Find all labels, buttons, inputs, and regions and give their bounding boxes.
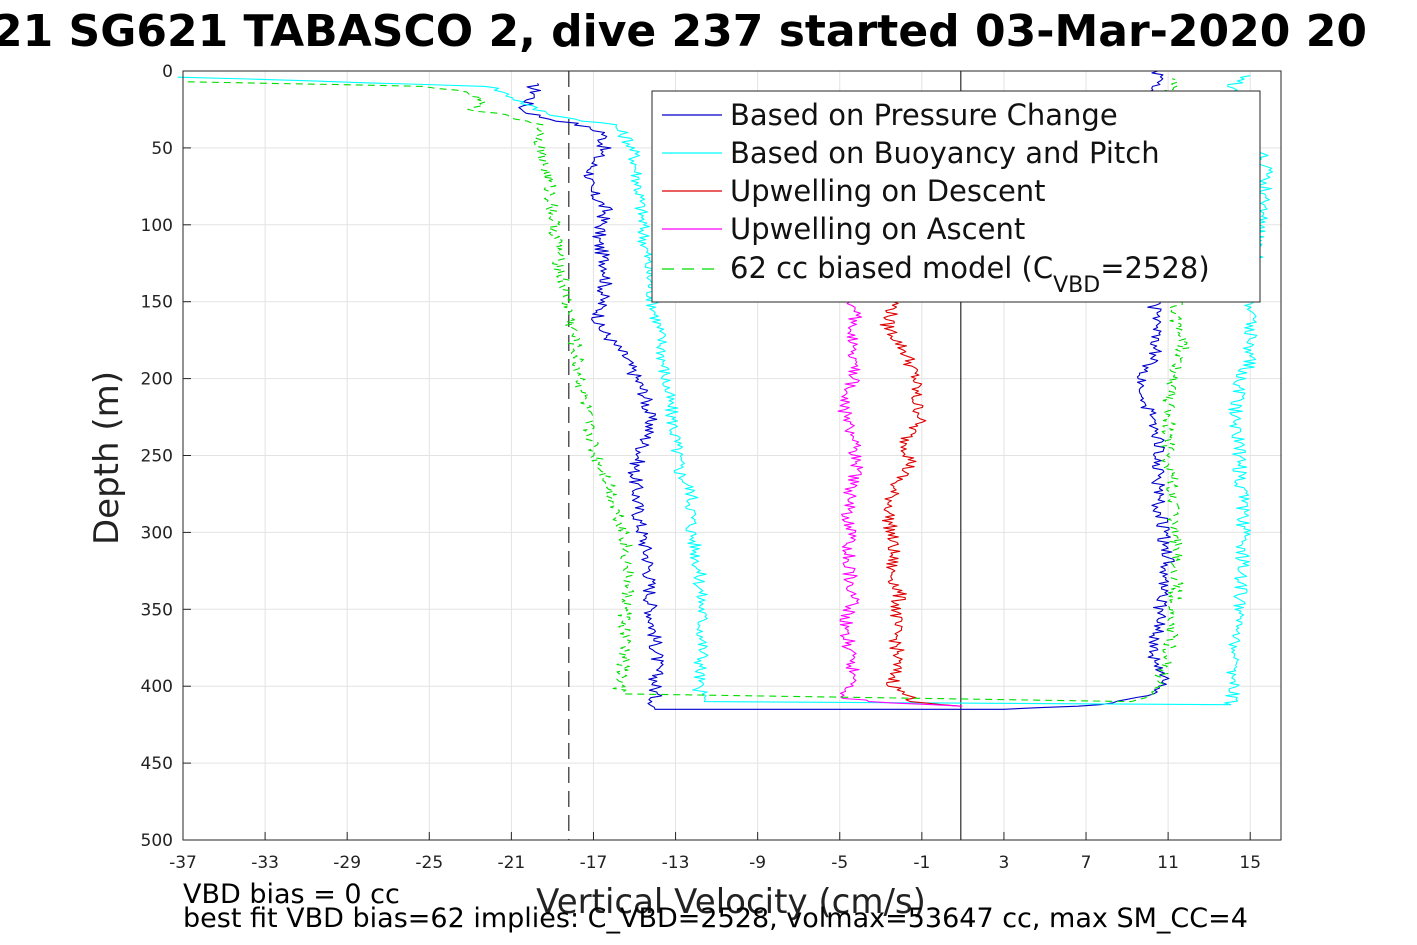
x-tick-label: -25 [415,853,443,873]
legend-model-suffix: =2528) [1100,251,1209,285]
chart-title: 21 SG621 TABASCO 2, dive 237 started 03-… [0,6,1367,57]
x-tick-label: 15 [1239,853,1261,873]
legend-item-model: 62 cc biased model (CVBD=2528) [730,251,1210,298]
best-fit-note: best fit VBD bias=62 implies: C_VBD=2528… [183,903,1248,934]
y-tick-label: 500 [141,831,173,851]
y-tick-label: 400 [141,677,173,697]
y-tick-label: 200 [141,370,173,390]
y-axis-label: Depth (m) [87,371,127,545]
x-tick-label: 7 [1081,853,1092,873]
y-tick-label: 100 [141,216,173,236]
x-tick-label: -13 [662,853,690,873]
x-tick-label: -37 [169,853,197,873]
y-tick-label: 0 [162,62,173,82]
y-tick-label: 250 [141,447,173,467]
y-tick-label: 450 [141,754,173,774]
x-tick-label: 3 [999,853,1010,873]
y-axis-ticks: 0 50 100 150 200 250 300 350 400 450 500 [141,62,191,851]
y-tick-label: 300 [141,523,173,543]
legend-model-subscript: VBD [1053,273,1100,298]
y-tick-label: 50 [151,139,173,159]
x-axis-ticks: -37 -33 -29 -25 -21 -17 -13 -9 -5 -1 3 7 11 15 [169,832,1261,873]
y-tick-label: 350 [141,600,173,620]
x-tick-label: -29 [333,853,361,873]
x-tick-label: -9 [749,853,766,873]
vbd-bias-note: VBD bias = 0 cc [183,879,400,910]
x-tick-label: -5 [831,853,848,873]
legend-item-buoyancy: Based on Buoyancy and Pitch [730,136,1160,170]
series-line-3 [879,301,961,707]
x-tick-label: -17 [580,853,608,873]
legend-model-prefix: 62 cc biased model (C [730,251,1053,285]
legend-box [651,90,1261,303]
x-tick-label: -1 [913,853,930,873]
legend-item-pressure: Based on Pressure Change [730,98,1118,132]
legend-item-descent: Upwelling on Descent [730,174,1046,208]
x-tick-label: -21 [497,853,525,873]
x-tick-label: 11 [1157,853,1179,873]
x-tick-label: -33 [251,853,279,873]
series-line-4 [837,301,963,707]
x-axis-label: Vertical Velocity (cm/s) [536,882,926,922]
y-tick-label: 150 [141,293,173,313]
legend-item-ascent: Upwelling on Ascent [730,212,1025,246]
legend: Based on Pressure Change Based on Buoyan… [651,90,1261,303]
